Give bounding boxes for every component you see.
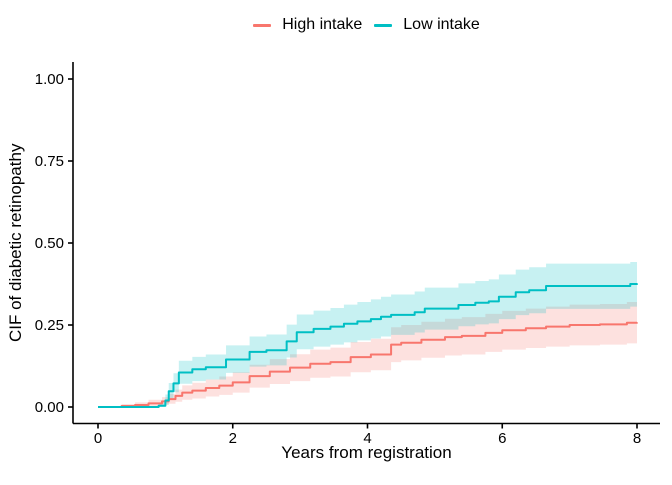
confidence-band-high-intake (98, 301, 637, 407)
legend-item-low-intake: Low intake (374, 17, 480, 33)
step-curve-low-intake (98, 283, 638, 408)
y-axis-title: CIF of diabetic retinopathy (6, 143, 25, 343)
legend: High intake Low intake (73, 13, 660, 37)
x-tick-label: 8 (633, 430, 641, 447)
legend-item-high-intake: High intake (253, 17, 362, 33)
y-tick-label: 0.75 (35, 153, 64, 170)
x-tick-label: 4 (363, 430, 371, 447)
x-tick-label: 6 (498, 430, 506, 447)
y-tick-label: 1.00 (35, 71, 64, 88)
x-axis-title: Years from registration (281, 443, 452, 462)
legend-label-low-intake: Low intake (403, 16, 480, 33)
x-tick-label: 0 (94, 430, 102, 447)
y-tick-label: 0.00 (35, 399, 64, 416)
low-intake-key-line-icon (374, 23, 393, 27)
y-tick-label: 0.25 (35, 317, 64, 334)
y-tick-label: 0.50 (35, 235, 64, 252)
x-tick-label: 2 (229, 430, 237, 447)
high-intake-key-line-icon (253, 23, 272, 27)
step-curve-high-intake (98, 321, 638, 408)
legend-label-high-intake: High intake (282, 16, 363, 33)
